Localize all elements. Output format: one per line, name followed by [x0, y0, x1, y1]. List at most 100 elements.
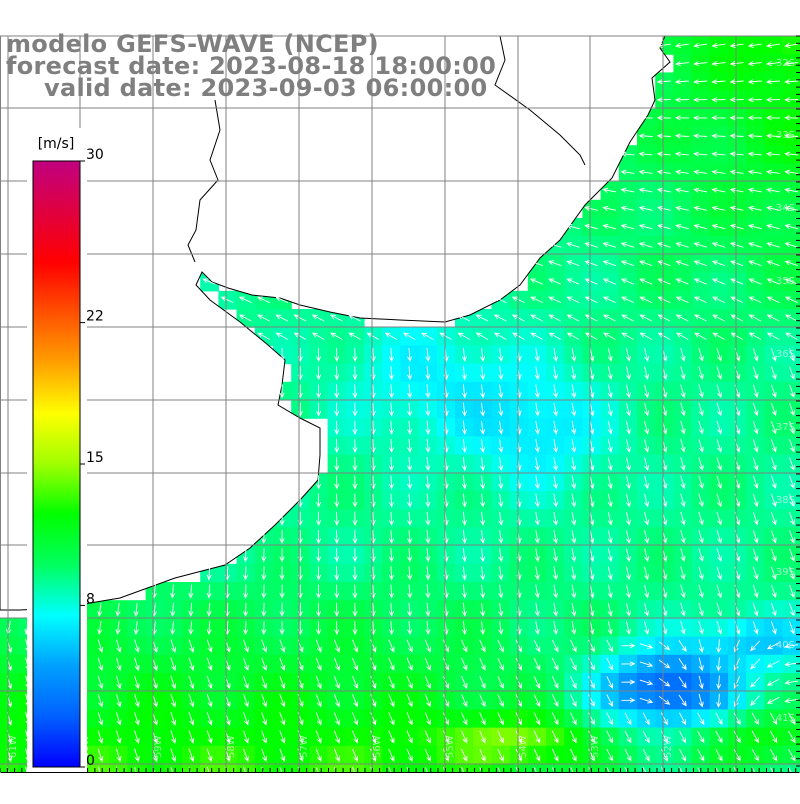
wind-arrow: [388, 457, 395, 472]
wind-arrow: [425, 457, 431, 472]
wind-arrow: [406, 766, 410, 772]
wind-arrow: [638, 169, 653, 175]
wind-arrow: [388, 712, 395, 726]
wind-arrow: [680, 548, 686, 563]
wind-arrow: [170, 766, 174, 772]
wind-arrow: [644, 566, 650, 581]
border-line: [494, 36, 586, 166]
wind-arrow: [784, 661, 799, 667]
wind-arrow: [566, 332, 580, 340]
wind-arrow: [679, 767, 683, 772]
wind-arrow: [566, 242, 580, 248]
wind-arrow: [498, 566, 504, 581]
wind-arrow: [770, 584, 777, 599]
wind-arrow: [644, 621, 650, 635]
wind-arrow: [243, 730, 249, 744]
wind-arrow: [529, 260, 544, 267]
wind-arrow: [589, 384, 595, 399]
wind-arrow: [334, 566, 340, 581]
wind-arrow: [407, 384, 413, 399]
wind-arrow: [498, 348, 504, 362]
wind-arrow: [115, 748, 122, 763]
wind-arrow: [770, 421, 777, 435]
wind-arrow: [334, 475, 340, 490]
wind-arrow: [243, 766, 246, 772]
wind-arrow: [352, 712, 359, 726]
wind-arrow: [716, 366, 723, 380]
wind-arrow: [642, 712, 650, 726]
wind-arrow: [315, 657, 322, 671]
wind-arrow: [261, 730, 268, 744]
wind-arrow: [747, 97, 762, 103]
wind-arrow: [729, 224, 744, 230]
wind-arrow: [333, 639, 340, 653]
wind-arrow: [530, 314, 543, 322]
field-cell: [345, 764, 365, 772]
wind-arrow: [388, 511, 395, 526]
wind-arrow: [675, 187, 689, 193]
field-cell: [273, 764, 292, 772]
wind-arrow: [716, 548, 723, 562]
wind-arrow: [170, 584, 176, 599]
wind-arrow: [457, 314, 471, 322]
wind-arrow: [461, 766, 465, 772]
wind-arrow: [698, 493, 704, 508]
wind-arrow: [243, 548, 249, 563]
wind-arrow: [698, 566, 704, 581]
wind-arrow: [644, 420, 650, 435]
wind-arrow: [552, 530, 559, 544]
colorbar-unit: [m/s]: [38, 136, 75, 152]
wind-arrow: [765, 115, 781, 121]
wind-arrow: [425, 511, 431, 526]
wind-arrow: [402, 332, 416, 340]
wind-arrow: [570, 694, 577, 708]
wind-arrow: [552, 402, 559, 417]
wind-arrow: [461, 657, 468, 671]
wind-arrow: [770, 548, 777, 562]
wind-arrow: [534, 566, 540, 581]
wind-arrow: [534, 511, 540, 526]
wind-arrow: [606, 730, 614, 744]
wind-arrow: [589, 475, 595, 490]
wind-arrow: [352, 366, 358, 381]
wind-arrow: [607, 511, 613, 526]
wind-arrow: [698, 548, 704, 562]
wind-arrow: [571, 420, 577, 435]
wind-arrow: [315, 493, 322, 508]
wind-arrow: [407, 566, 413, 581]
wind-arrow: [789, 421, 795, 435]
wind-arrow: [188, 639, 195, 653]
wind-arrow: [602, 296, 616, 304]
wind-arrow: [352, 457, 358, 472]
wind-arrow: [625, 584, 631, 599]
field-cell: [0, 764, 19, 772]
wind-arrow: [334, 493, 340, 508]
field-cell: [782, 709, 800, 729]
wind-arrow: [425, 584, 431, 599]
wind-arrow: [644, 348, 650, 362]
wind-arrow: [334, 347, 340, 363]
wind-arrow: [733, 694, 741, 708]
wind-arrow: [407, 529, 413, 545]
wind-arrow: [480, 420, 486, 435]
wind-arrow: [461, 639, 468, 653]
field-cell: [655, 764, 674, 772]
wind-arrow: [715, 767, 719, 772]
lat-label: 32S: [776, 58, 795, 69]
wind-arrow: [206, 748, 213, 762]
wind-arrow: [334, 366, 340, 381]
wind-arrow: [515, 639, 522, 653]
wind-arrow: [552, 439, 559, 453]
wind-arrow: [202, 278, 216, 285]
wind-arrow: [315, 584, 322, 599]
wind-arrow: [352, 548, 358, 563]
wind-arrow: [315, 566, 322, 581]
wind-arrow: [589, 493, 595, 508]
wind-arrow: [693, 260, 707, 267]
wind-arrow: [698, 475, 704, 490]
wind-arrow: [134, 730, 140, 744]
wind-arrow: [315, 712, 322, 726]
wind-arrow: [765, 151, 781, 157]
wind-arrow: [134, 748, 140, 763]
wind-arrow: [480, 511, 486, 526]
